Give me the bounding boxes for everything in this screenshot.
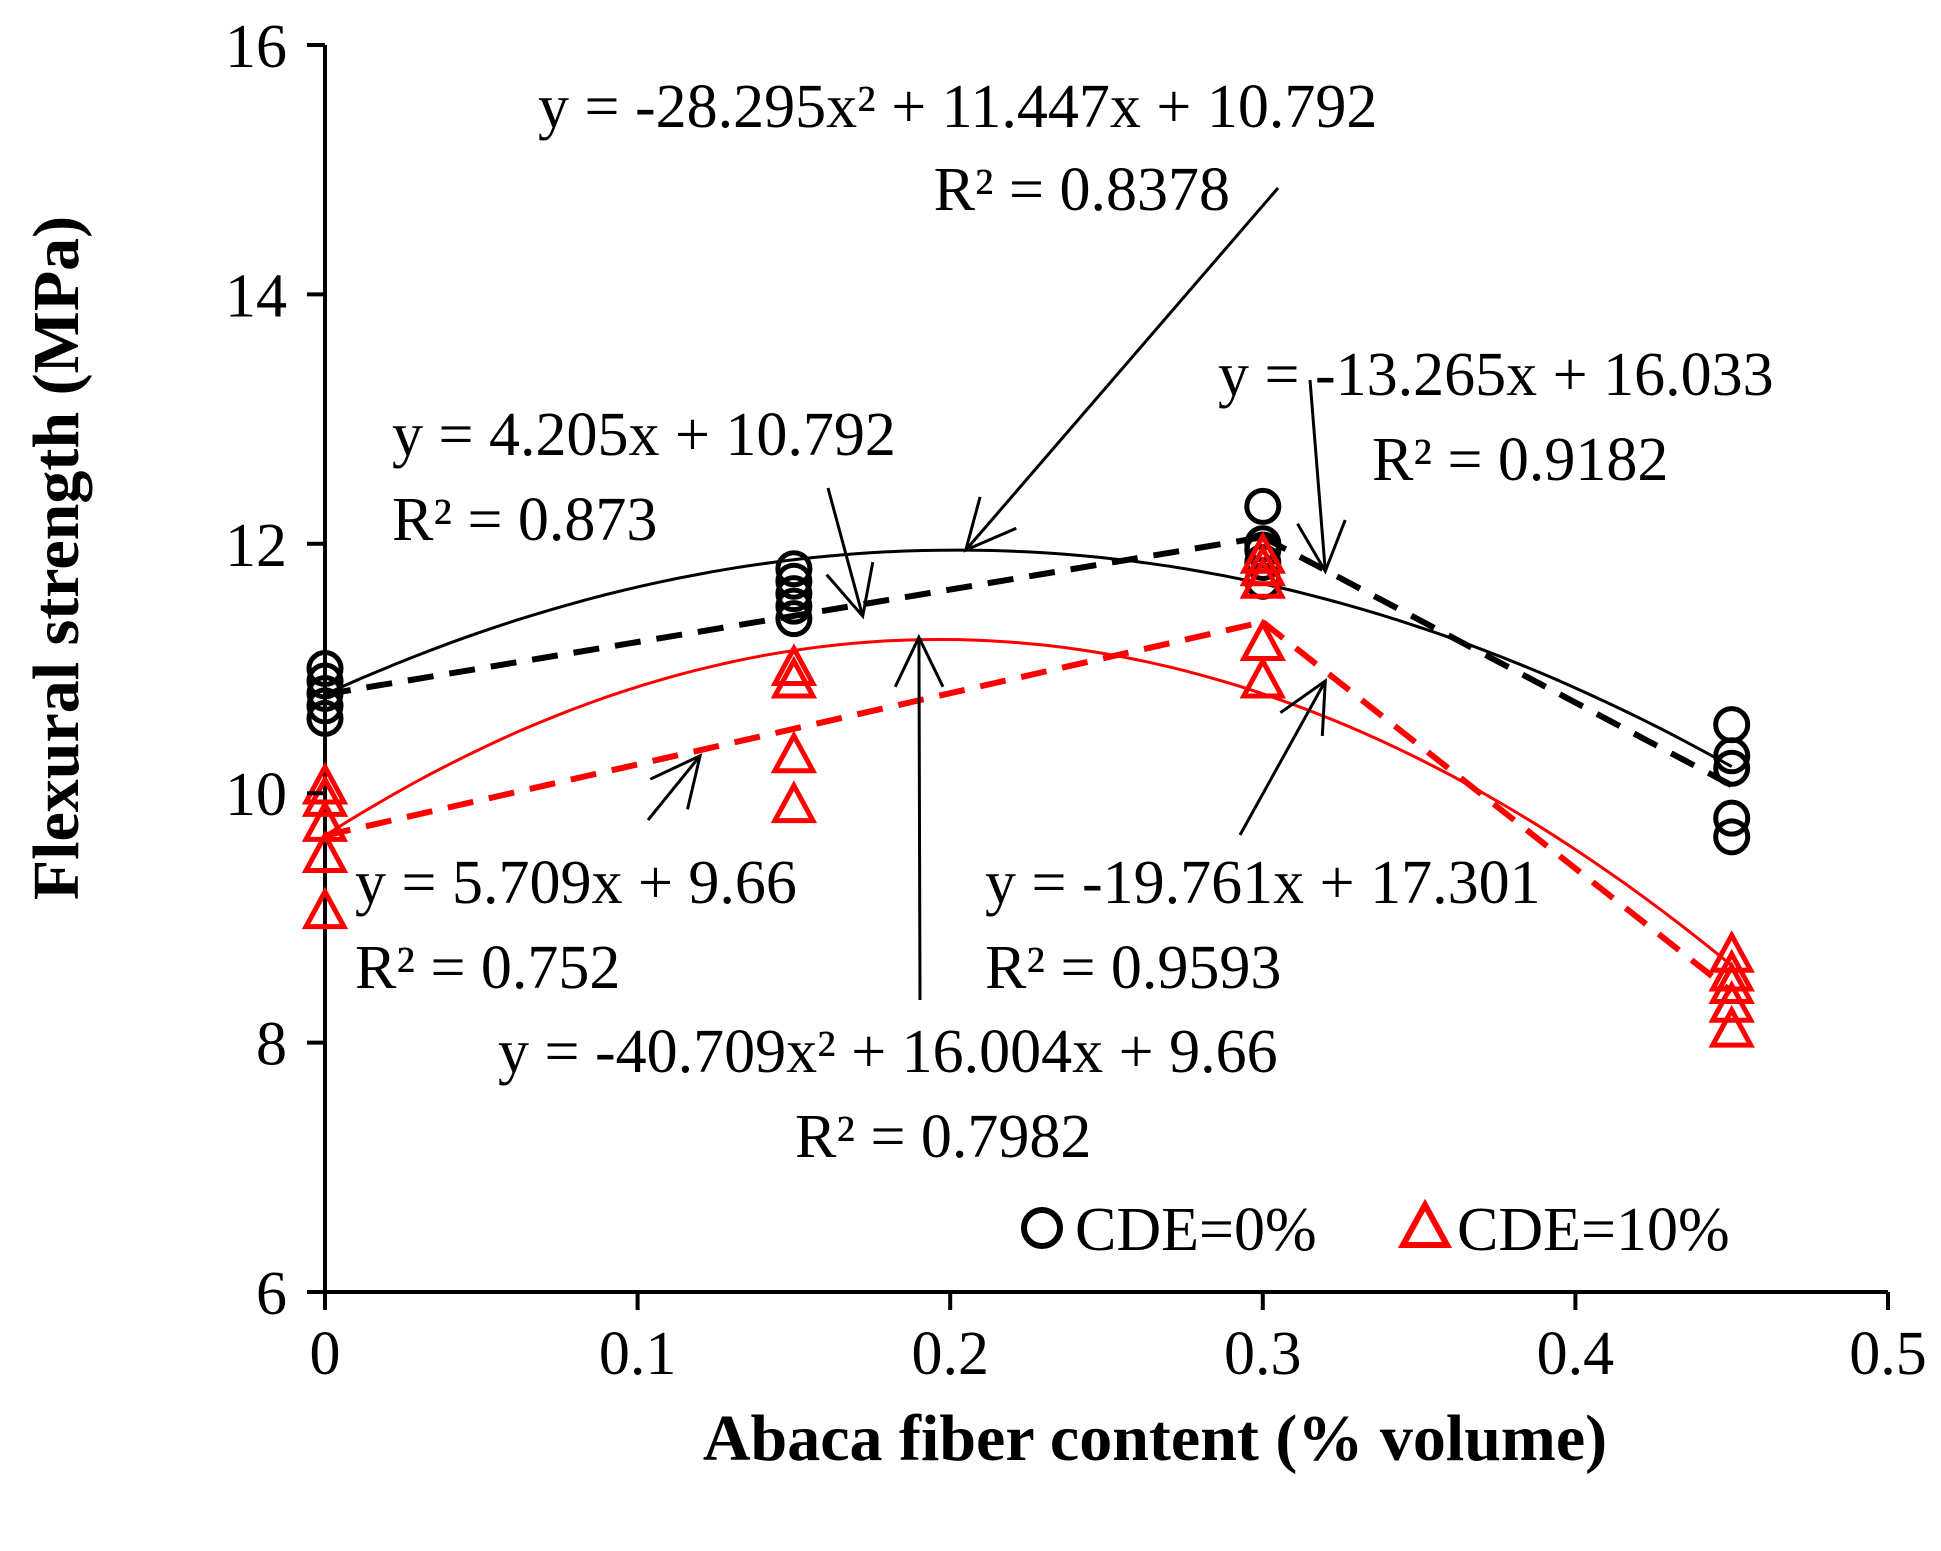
data-point-cde-0 — [775, 600, 813, 638]
data-point-cde-0 — [306, 662, 344, 700]
data-point-cde-0 — [1713, 749, 1751, 787]
annotation-arrow-shaft — [1308, 379, 1327, 572]
annotation-arrow-head — [649, 753, 703, 810]
markers — [301, 487, 1755, 1048]
y-tick-label: 6 — [256, 1260, 287, 1328]
data-point-cde-0 — [306, 699, 344, 737]
fit-line-quadratic-cde-10 — [324, 637, 1733, 967]
data-point-cde-0 — [775, 562, 813, 600]
data-point-cde-10 — [770, 780, 818, 824]
data-point-cde-0 — [306, 674, 344, 712]
data-point-cde-10 — [1708, 1004, 1755, 1048]
data-point-cde-10 — [1239, 618, 1287, 662]
x-tick-label: 0.1 — [599, 1320, 677, 1388]
data-point-cde-10 — [301, 830, 349, 874]
data-point-cde-10 — [301, 799, 349, 842]
trendline-r-squared: R² = 0.873 — [392, 486, 657, 554]
x-tick-label: 0.2 — [911, 1320, 989, 1388]
legend-circle-marker — [1021, 1207, 1063, 1249]
trendline-equation: y = 5.709x + 9.66 — [355, 849, 797, 917]
y-tick-label: 14 — [225, 262, 287, 330]
data-point-cde-10 — [1239, 543, 1287, 587]
data-point-cde-10 — [301, 761, 349, 805]
data-point-cde-10 — [301, 886, 349, 930]
legend: CDE=0% CDE=10% — [1021, 1196, 1730, 1264]
legend-triangle-marker — [1397, 1198, 1453, 1248]
data-point-cde-0 — [775, 575, 813, 613]
annotation-arrow-shaft — [917, 637, 922, 1001]
legend-label-cde-0: CDE=0% — [1075, 1196, 1317, 1264]
annotation-arrow-shaft — [646, 754, 702, 821]
data-point-cde-10 — [770, 730, 818, 774]
y-tick-label: 16 — [225, 13, 287, 81]
trendline-equation: y = 4.205x + 10.792 — [392, 401, 896, 469]
data-point-cde-0 — [1713, 706, 1751, 744]
data-point-cde-10 — [770, 655, 818, 699]
annotation-arrow-head — [963, 496, 1017, 553]
y-tick-label: 10 — [225, 761, 287, 829]
fit-line-linear-cde-0 — [324, 534, 1264, 698]
x-tick-label: 0.5 — [1849, 1320, 1927, 1388]
data-point-cde-10 — [770, 643, 818, 686]
data-point-cde-0 — [775, 550, 813, 588]
fit-lines — [324, 534, 1734, 995]
x-axis-title: Abaca fiber content (% volume) — [703, 1402, 1607, 1475]
y-tick-label: 8 — [256, 1011, 287, 1079]
trendline-r-squared: R² = 0.752 — [355, 934, 620, 1002]
trendline-r-squared: R² = 0.7982 — [795, 1103, 1091, 1171]
data-point-cde-0 — [306, 650, 344, 687]
ticks: 0 0.1 0.2 0.3 0.4 0.5 6 8 10 12 14 16 — [225, 13, 1927, 1388]
annotation-arrow-head — [825, 561, 875, 620]
data-point-cde-10 — [1708, 961, 1755, 1004]
annotations: y = -28.295x² + 11.447x + 10.792 R² = 0.8… — [355, 73, 1774, 1171]
annotation-arrow-head — [1279, 677, 1327, 736]
x-tick-label: 0 — [310, 1320, 341, 1388]
data-point-cde-0 — [1713, 818, 1751, 856]
y-axis-title: Flexural strength (MPa) — [20, 216, 93, 900]
data-point-cde-10 — [301, 774, 349, 817]
data-point-cde-10 — [1239, 555, 1287, 599]
data-point-cde-0 — [775, 587, 813, 625]
data-point-cde-10 — [1239, 655, 1287, 699]
data-point-cde-10 — [1708, 930, 1755, 973]
data-point-cde-0 — [306, 687, 344, 725]
trendline-equation: y = -13.265x + 16.033 — [1218, 341, 1774, 409]
x-tick-label: 0.4 — [1537, 1320, 1615, 1388]
trendline-equation: y = -28.295x² + 11.447x + 10.792 — [538, 73, 1377, 141]
trendline-r-squared: R² = 0.9593 — [985, 934, 1281, 1002]
fit-line-linear-cde-0 — [1261, 534, 1734, 788]
annotation-arrow-head — [893, 633, 945, 688]
legend-label-cde-10: CDE=10% — [1457, 1196, 1730, 1264]
trendline-r-squared: R² = 0.8378 — [934, 156, 1230, 224]
annotation-arrow-shaft — [964, 187, 1280, 552]
trendline-equation: y = -40.709x² + 16.004x + 9.66 — [498, 1018, 1278, 1086]
data-point-cde-10 — [1239, 531, 1287, 574]
annotation-arrow-head — [1296, 519, 1347, 575]
fit-line-quadratic-cde-0 — [324, 548, 1733, 768]
x-tick-label: 0.3 — [1224, 1320, 1302, 1388]
plot-frame — [323, 45, 1888, 1294]
data-point-cde-0 — [1713, 799, 1751, 837]
fit-line-linear-cde-10 — [324, 619, 1264, 839]
data-point-cde-0 — [1244, 487, 1282, 525]
fit-line-linear-cde-10 — [1260, 619, 1734, 995]
annotation-arrow-shaft — [1238, 680, 1327, 836]
y-tick-label: 12 — [225, 512, 287, 580]
trendline-equation: y = -19.761x + 17.301 — [985, 849, 1541, 917]
annotation-arrow-shaft — [826, 487, 865, 617]
trendline-r-squared: R² = 0.9182 — [1372, 426, 1668, 494]
